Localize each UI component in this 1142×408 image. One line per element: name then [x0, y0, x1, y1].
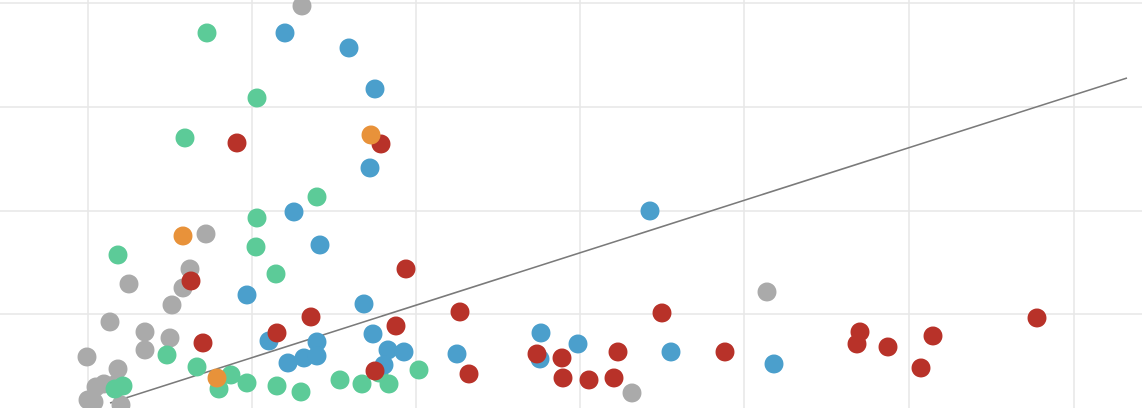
data-point-blue-11: [278, 353, 298, 373]
data-point-red-24: [1027, 308, 1047, 328]
data-point-green-2: [175, 128, 195, 148]
data-point-green-9: [187, 357, 207, 377]
data-point-green-13: [267, 376, 287, 396]
data-point-green-12: [237, 373, 257, 393]
data-point-green-1: [247, 88, 267, 108]
data-point-green-16: [352, 374, 372, 394]
data-point-red-10: [459, 364, 479, 384]
data-point-gray-1: [77, 347, 97, 367]
data-point-blue-1: [339, 38, 359, 58]
data-point-red-18: [715, 342, 735, 362]
data-point-red-23: [911, 358, 931, 378]
data-point-orange-2: [207, 368, 227, 388]
data-point-gray-4: [135, 322, 155, 342]
data-point-blue-19: [568, 334, 588, 354]
data-point-red-21: [878, 337, 898, 357]
data-point-green-20: [105, 379, 125, 399]
data-point-red-2: [181, 271, 201, 291]
data-point-blue-8: [363, 324, 383, 344]
data-point-blue-4: [284, 202, 304, 222]
data-point-red-14: [553, 368, 573, 388]
data-point-red-4: [301, 307, 321, 327]
data-point-gray-5: [135, 340, 155, 360]
data-point-gray-16: [84, 392, 104, 408]
data-point-blue-15: [394, 342, 414, 362]
data-point-red-16: [604, 368, 624, 388]
data-point-gray-17: [111, 395, 131, 408]
data-point-blue-3: [360, 158, 380, 178]
data-point-orange-1: [173, 226, 193, 246]
data-point-red-11: [527, 344, 547, 364]
data-point-blue-5: [310, 235, 330, 255]
data-point-red-12: [552, 348, 572, 368]
data-point-blue-6: [237, 285, 257, 305]
data-point-gray-3: [119, 274, 139, 294]
data-point-green-6: [266, 264, 286, 284]
data-point-red-0: [227, 133, 247, 153]
data-point-blue-10: [307, 332, 327, 352]
data-point-gray-2: [100, 312, 120, 332]
data-point-gray-6: [160, 328, 180, 348]
data-point-gray-19: [622, 383, 642, 403]
data-point-red-9: [365, 361, 385, 381]
data-point-green-14: [291, 382, 311, 402]
trend-line: [109, 77, 1128, 404]
data-point-blue-22: [764, 354, 784, 374]
data-point-red-5: [267, 323, 287, 343]
data-point-gray-18: [757, 282, 777, 302]
data-point-blue-14: [378, 340, 398, 360]
data-point-orange-0: [361, 125, 381, 145]
data-point-red-6: [193, 333, 213, 353]
data-point-green-4: [246, 237, 266, 257]
data-point-gray-0: [292, 0, 312, 16]
data-point-red-22: [923, 326, 943, 346]
data-point-green-3: [247, 208, 267, 228]
data-point-blue-23: [640, 201, 660, 221]
data-point-red-13: [608, 342, 628, 362]
data-point-red-3: [396, 259, 416, 279]
data-point-green-7: [108, 245, 128, 265]
data-point-blue-18: [531, 323, 551, 343]
data-point-red-8: [450, 302, 470, 322]
data-point-green-5: [307, 187, 327, 207]
data-point-green-8: [157, 345, 177, 365]
data-point-red-17: [652, 303, 672, 323]
data-point-red-7: [386, 316, 406, 336]
data-point-gray-15: [108, 359, 128, 379]
data-point-green-0: [197, 23, 217, 43]
data-point-green-18: [409, 360, 429, 380]
data-points: [77, 0, 1047, 408]
data-point-blue-7: [354, 294, 374, 314]
trend-line-group: [109, 77, 1128, 404]
data-point-blue-2: [365, 79, 385, 99]
data-point-gray-7: [162, 295, 182, 315]
data-point-red-15: [579, 370, 599, 390]
data-point-blue-13: [307, 346, 327, 366]
data-point-gray-10: [196, 224, 216, 244]
data-point-green-15: [330, 370, 350, 390]
data-point-red-20: [850, 322, 870, 342]
data-point-blue-17: [447, 344, 467, 364]
data-point-blue-21: [661, 342, 681, 362]
data-point-blue-0: [275, 23, 295, 43]
